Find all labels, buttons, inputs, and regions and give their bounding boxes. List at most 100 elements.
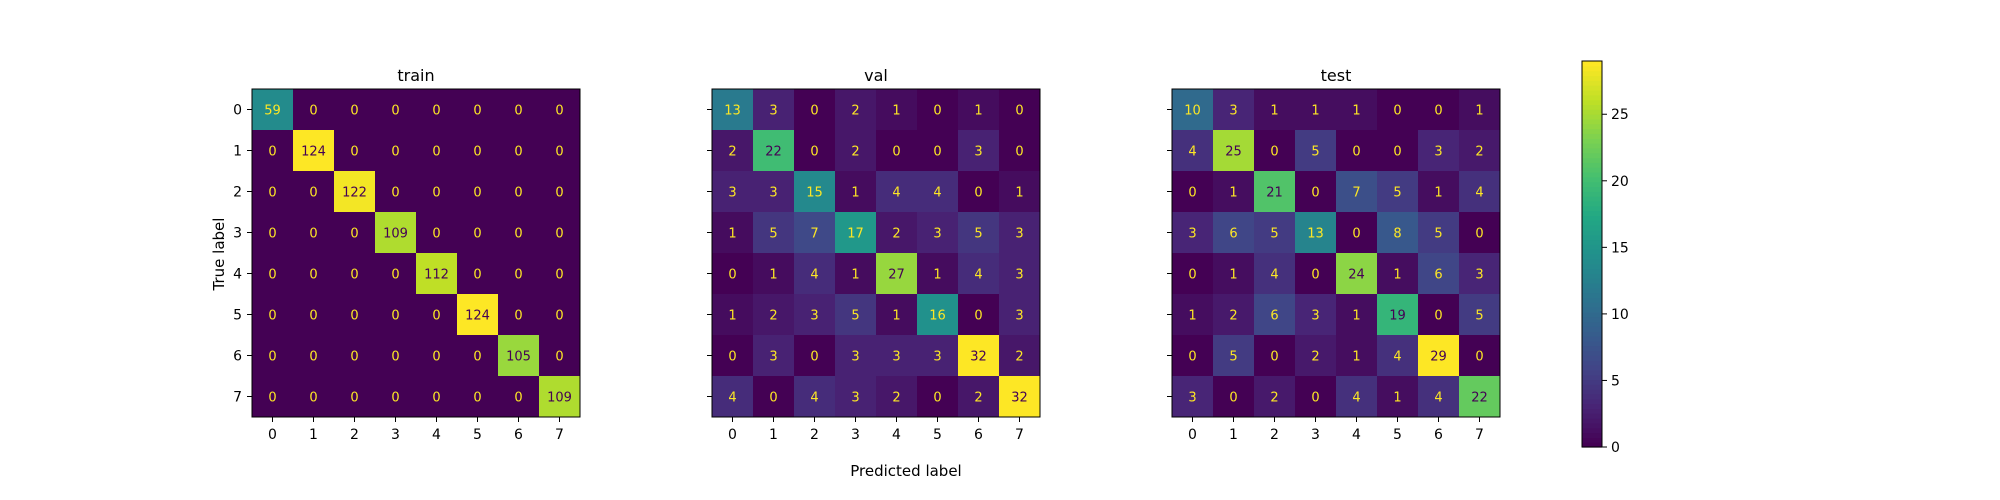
colorbar-segment xyxy=(1582,403,1602,409)
cell-value-label: 0 xyxy=(473,268,481,283)
cell-value-label: 59 xyxy=(264,104,281,119)
x-tick-label: 4 xyxy=(892,427,901,443)
colorbar-tick-label: 5 xyxy=(1611,373,1620,389)
heatmap-cell xyxy=(794,335,836,377)
cell-value-label: 4 xyxy=(1475,186,1483,201)
heatmap-cell xyxy=(457,212,499,254)
cell-value-label: 2 xyxy=(1475,145,1483,160)
cell-value-label: 4 xyxy=(1434,391,1442,406)
cell-value-label: 4 xyxy=(810,268,818,283)
heatmap-cell xyxy=(539,171,581,213)
heatmap-cell xyxy=(1295,130,1337,172)
heatmap-cell xyxy=(1254,294,1296,336)
cell-value-label: 0 xyxy=(1311,268,1319,283)
colorbar: 0 5 10 15 20 25 xyxy=(1581,60,1629,456)
cell-value-label: 0 xyxy=(555,145,563,160)
heatmap-cell xyxy=(753,294,795,336)
heatmap-cell xyxy=(1336,212,1378,254)
heatmap-cell xyxy=(1418,130,1460,172)
colorbar-segment xyxy=(1582,85,1602,91)
heatmap-cell xyxy=(416,335,458,377)
cell-value-label: 0 xyxy=(309,104,317,119)
cell-value-label: 5 xyxy=(1434,227,1442,242)
cell-value-label: 3 xyxy=(933,227,941,242)
colorbar-segment xyxy=(1582,413,1602,419)
heatmap-cell xyxy=(498,253,540,295)
cell-value-label: 105 xyxy=(506,350,531,365)
cell-value-label: 3 xyxy=(810,309,818,324)
cell-value-label: 0 xyxy=(1475,350,1483,365)
heatmap-cell xyxy=(1295,376,1337,418)
heatmap-cell xyxy=(1459,89,1501,131)
heatmap-cell xyxy=(1172,89,1214,131)
heatmap-cell xyxy=(416,89,458,131)
heatmap-cell xyxy=(1213,89,1255,131)
colorbar-segment xyxy=(1582,128,1602,134)
colorbar-segment xyxy=(1582,427,1602,434)
cell-value-label: 1 xyxy=(1188,309,1196,324)
cell-value-label: 22 xyxy=(1471,391,1488,406)
panel-title: val xyxy=(864,66,888,85)
heatmap-cell xyxy=(1418,253,1460,295)
heatmap-cell xyxy=(794,294,836,336)
cell-value-label: 1 xyxy=(1229,268,1237,283)
heatmap-cell xyxy=(917,89,959,131)
heatmap-cell xyxy=(252,212,294,254)
heatmap-cell xyxy=(293,253,335,295)
cell-value-label: 0 xyxy=(1270,350,1278,365)
cell-value-label: 0 xyxy=(309,391,317,406)
colorbar-segment xyxy=(1582,369,1602,376)
heatmap-cell xyxy=(1336,294,1378,336)
cell-value-label: 0 xyxy=(473,145,481,160)
cell-value-label: 0 xyxy=(1352,145,1360,160)
heatmap-cell xyxy=(835,376,877,418)
heatmap-cell xyxy=(1377,253,1419,295)
heatmap-cell xyxy=(1377,376,1419,418)
cell-value-label: 0 xyxy=(974,186,982,201)
heatmap-cell xyxy=(753,212,795,254)
cell-value-label: 109 xyxy=(383,227,408,242)
x-tick-label: 7 xyxy=(555,427,564,443)
heatmap-cell xyxy=(712,376,754,418)
cell-value-label: 22 xyxy=(765,145,782,160)
colorbar-segment xyxy=(1582,162,1602,168)
heatmap-cell xyxy=(1377,212,1419,254)
heatmap-cell xyxy=(835,335,877,377)
cell-value-label: 6 xyxy=(1270,309,1278,324)
cell-value-label: 0 xyxy=(1352,227,1360,242)
cell-value-label: 5 xyxy=(1393,186,1401,201)
x-tick-label: 0 xyxy=(1188,427,1197,443)
colorbar-segment xyxy=(1582,307,1602,313)
x-tick-label: 7 xyxy=(1015,427,1024,443)
colorbar-segment xyxy=(1582,379,1602,385)
cell-value-label: 0 xyxy=(514,391,522,406)
heatmap-cell xyxy=(334,130,376,172)
y-tick-label: 6 xyxy=(233,349,242,365)
cell-value-label: 1 xyxy=(1352,350,1360,365)
cell-value-label: 1 xyxy=(769,268,777,283)
heatmap-cell xyxy=(1336,376,1378,418)
heatmap-cell xyxy=(498,294,540,336)
colorbar-segment xyxy=(1582,384,1602,390)
cell-value-label: 3 xyxy=(1015,227,1023,242)
cell-value-label: 0 xyxy=(309,350,317,365)
heatmap-cell xyxy=(375,212,417,254)
cell-value-label: 1 xyxy=(892,104,900,119)
colorbar-segment xyxy=(1582,268,1602,274)
cell-value-label: 0 xyxy=(391,309,399,324)
cell-value-label: 0 xyxy=(350,309,358,324)
colorbar-segment xyxy=(1582,225,1602,231)
cell-value-label: 0 xyxy=(350,268,358,283)
heatmap-cell xyxy=(835,294,877,336)
cell-value-label: 0 xyxy=(268,186,276,201)
cell-value-label: 16 xyxy=(929,309,946,324)
cell-value-label: 5 xyxy=(1475,309,1483,324)
colorbar-segment xyxy=(1582,75,1602,81)
heatmap-cell xyxy=(1295,253,1337,295)
colorbar-segment xyxy=(1582,437,1602,443)
cell-value-label: 0 xyxy=(514,309,522,324)
heatmap-cell xyxy=(917,294,959,336)
heatmap-cell xyxy=(1295,212,1337,254)
cell-value-label: 0 xyxy=(555,268,563,283)
colorbar-segment xyxy=(1582,138,1602,144)
